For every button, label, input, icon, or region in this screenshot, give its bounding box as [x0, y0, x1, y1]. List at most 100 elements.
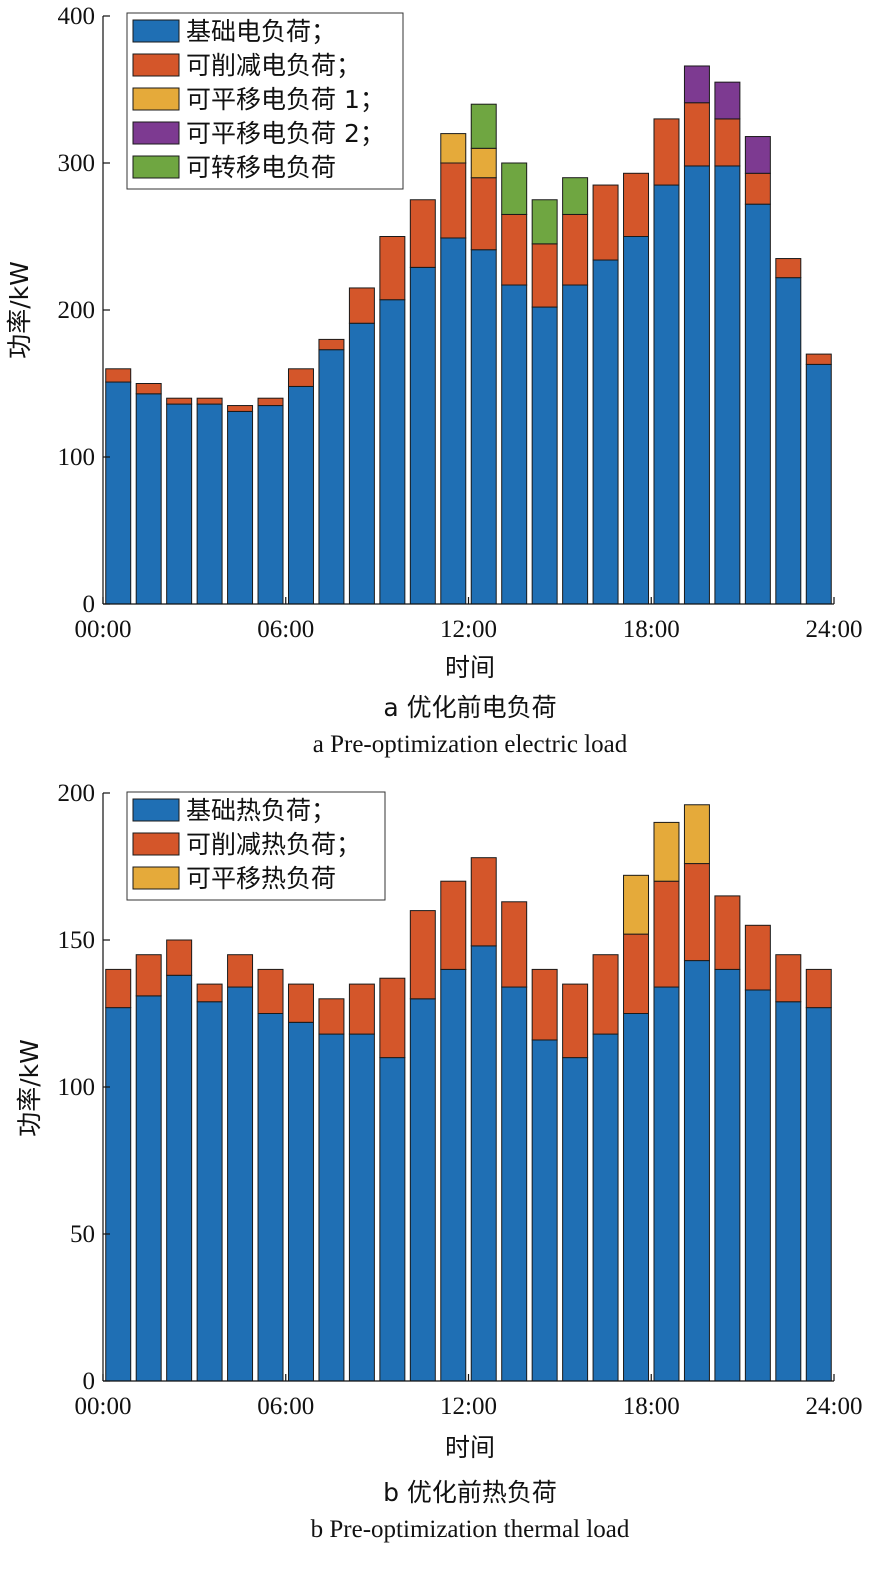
bar-cut-19	[683, 102, 710, 167]
x-axis-title-electric: 时间	[445, 653, 495, 682]
chart-thermal-load: 0 50 100 150 200 00:00 06:00 12:00 18:00 24:00 基础…	[15, 780, 862, 1543]
bar-shift2-20	[714, 81, 741, 120]
bar-shift2-21	[744, 136, 771, 174]
bar-base-10	[409, 998, 436, 1382]
bar-base-10	[409, 266, 436, 605]
bar-shift1-12	[470, 147, 497, 179]
bar-cut-4	[227, 954, 254, 988]
y-tick-label: 100	[58, 1074, 96, 1101]
bar-cut-20	[714, 118, 741, 167]
axes-thermal: 0 50 100 150 200 00:00 06:00 12:00 18:00 24:00	[58, 780, 863, 1420]
bar-base-7	[318, 349, 345, 605]
bar-cut-22	[775, 258, 802, 279]
bar-cut-0	[105, 368, 132, 383]
y-axis-title-thermal: 功率/kW	[15, 1039, 44, 1137]
y-tick-label: 200	[58, 297, 96, 324]
legend-label-shift2: 可平移电负荷 2；	[186, 119, 385, 148]
bar-base-13	[501, 284, 528, 605]
x-axis-title-thermal: 时间	[445, 1433, 495, 1462]
bar-base-6	[287, 1021, 314, 1382]
bar-cut-9	[379, 236, 406, 301]
bar-base-16	[592, 259, 619, 605]
bar-cut-10	[409, 910, 436, 1000]
legend-swatch-shift2	[132, 121, 180, 145]
y-tick-label: 150	[58, 927, 96, 954]
bar-base-1	[135, 995, 162, 1382]
bar-cut-16	[592, 184, 619, 261]
bar-cut-23	[805, 968, 832, 1009]
bar-base-4	[227, 986, 254, 1382]
bar-cut-5	[257, 397, 284, 407]
bar-cut-1	[135, 954, 162, 997]
bar-base-0	[105, 381, 132, 605]
bar-cut-18	[653, 880, 680, 988]
bar-base-19	[683, 960, 710, 1382]
bar-cut-8	[348, 287, 375, 324]
bar-base-3	[196, 1001, 223, 1382]
bar-cut-16	[592, 954, 619, 1035]
bar-shift1-11	[440, 133, 467, 164]
y-tick-label: 100	[58, 444, 96, 471]
x-tick-label: 24:00	[806, 1393, 863, 1420]
bar-base-20	[714, 165, 741, 605]
bar-base-22	[775, 1001, 802, 1382]
bar-base-12	[470, 945, 497, 1382]
bar-cut-3	[196, 397, 223, 405]
legend-label-base: 基础电负荷；	[186, 17, 336, 46]
bar-base-17	[623, 236, 650, 605]
bar-base-4	[227, 410, 254, 605]
x-tick-label: 00:00	[75, 616, 132, 643]
chart-electric-load: 0 100 200 300 400 00:00 06:00 12:00 18:00 24:00 基…	[5, 3, 862, 758]
bar-base-23	[805, 1007, 832, 1382]
legend-swatch-base	[132, 19, 180, 43]
legend-swatch-transfer	[132, 155, 180, 179]
y-tick-label: 300	[58, 150, 96, 177]
bar-cut-14	[531, 968, 558, 1041]
y-axis-title-electric: 功率/kW	[5, 261, 34, 359]
caption-en-electric: a Pre-optimization electric load	[313, 731, 628, 758]
x-tick-label: 06:00	[257, 1393, 314, 1420]
bar-base-18	[653, 184, 680, 605]
bar-cut-7	[318, 338, 345, 351]
bar-cut-13	[501, 213, 528, 286]
y-tick-label: 0	[83, 1368, 96, 1395]
bar-cut-0	[105, 968, 132, 1009]
bar-base-14	[531, 306, 558, 605]
bar-cut-12	[470, 857, 497, 947]
x-tick-label: 24:00	[806, 616, 863, 643]
caption-cn-electric: a 优化前电负荷	[383, 693, 556, 722]
bar-transfer-13	[501, 162, 528, 215]
bar-base-6	[287, 385, 314, 605]
caption-en-thermal: b Pre-optimization thermal load	[311, 1516, 630, 1543]
bar-cut-22	[775, 954, 802, 1003]
bar-base-9	[379, 1057, 406, 1382]
x-tick-label: 06:00	[257, 616, 314, 643]
bar-base-3	[196, 403, 223, 605]
x-tick-label: 00:00	[75, 1393, 132, 1420]
bar-base-17	[623, 1013, 650, 1382]
bar-base-12	[470, 249, 497, 605]
bar-cut-17	[623, 172, 650, 237]
bars-thermal	[105, 804, 832, 1382]
bar-base-9	[379, 299, 406, 605]
bar-base-22	[775, 277, 802, 605]
bar-base-11	[440, 968, 467, 1382]
bar-base-14	[531, 1039, 558, 1382]
bar-cut-6	[287, 368, 314, 387]
legend-thermal: 基础热负荷； 可削减热负荷； 可平移热负荷	[126, 791, 386, 901]
bar-base-7	[318, 1033, 345, 1382]
legend-label-shift1: 可平移电负荷 1；	[186, 85, 385, 114]
bar-cut-11	[440, 162, 467, 239]
bar-cut-17	[623, 933, 650, 1014]
bar-cut-14	[531, 243, 558, 308]
bar-base-21	[744, 989, 771, 1382]
bar-base-18	[653, 986, 680, 1382]
y-tick-label: 0	[83, 591, 96, 618]
bar-cut-12	[470, 177, 497, 251]
bar-cut-4	[227, 405, 254, 412]
axes-electric: 0 100 200 300 400 00:00 06:00 12:00 18:00 24:00	[58, 3, 863, 643]
bar-base-16	[592, 1033, 619, 1382]
bar-cut-15	[562, 213, 589, 286]
bar-cut-5	[257, 968, 284, 1015]
